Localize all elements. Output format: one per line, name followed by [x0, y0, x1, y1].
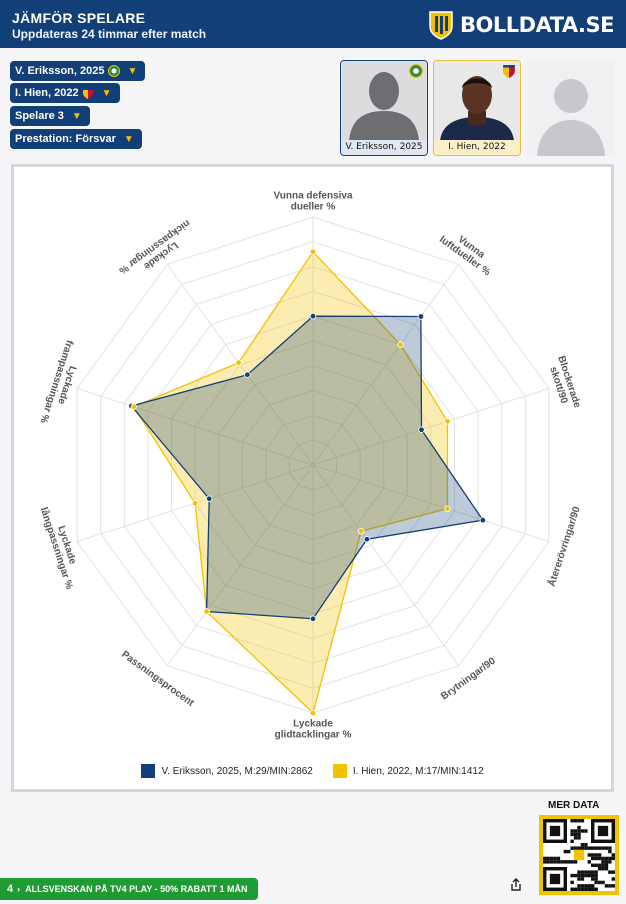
page-subtitle: Uppdateras 24 timmar efter match: [12, 27, 207, 41]
axis-label-line: Brytningar/90: [439, 655, 498, 702]
data-point: [309, 615, 317, 622]
data-point: [244, 371, 251, 378]
legend-label: V. Eriksson, 2025, M:29/MIN:2862: [161, 765, 313, 777]
tv4-ad-banner[interactable]: 4 › ALLSVENSKAN PÅ TV4 PLAY - 50% RABATT…: [0, 878, 258, 900]
legend-swatch: [141, 764, 156, 778]
club-badge-icon: [409, 64, 423, 78]
player2-card-label: I. Hien, 2022: [434, 140, 520, 155]
club-badge-icon: [107, 65, 120, 77]
player1-select[interactable]: V. Eriksson, 2025 ▼: [10, 61, 146, 81]
header: JÄMFÖR SPELARE Uppdateras 24 timmar efte…: [0, 0, 626, 48]
grid-spoke: [312, 464, 460, 666]
axis-label-line: glidtacklingar %: [275, 730, 352, 741]
grid-spoke: [76, 387, 314, 466]
player3-card-empty[interactable]: [527, 60, 615, 156]
axis-label: Vunna defensiva dueller %: [273, 191, 353, 213]
brand-logo[interactable]: BOLLDATA.SE: [428, 9, 614, 41]
club-badge-icon: [503, 65, 515, 78]
data-point: [130, 403, 137, 410]
chevron-right-icon: ›: [17, 884, 21, 894]
axis-label: Lyckadelångpassningar %: [38, 503, 85, 591]
data-point: [203, 608, 210, 615]
axis-label-line: Vunna defensiva: [273, 191, 353, 202]
chevron-down-icon: ▼: [123, 133, 134, 145]
avatar-placeholder-icon: [527, 60, 613, 156]
grid-spoke: [312, 264, 460, 466]
tv4-logo: 4: [7, 883, 14, 895]
data-point: [235, 359, 242, 366]
more-data-label: MER DATA: [548, 800, 600, 811]
page-title: JÄMFÖR SPELARE: [12, 10, 146, 26]
player3-select[interactable]: Spelare 3 ▼: [10, 106, 90, 126]
data-point: [206, 495, 213, 502]
chevron-down-icon: ▼: [127, 65, 138, 77]
data-point: [309, 312, 317, 320]
shield-logo-icon: [429, 11, 453, 40]
axis-label: Brytningar/90: [439, 655, 498, 702]
data-point: [363, 536, 371, 543]
axis-label-line: Lyckade: [293, 719, 333, 730]
brand-name: BOLLDATA.SE: [460, 13, 614, 37]
grid-spoke: [312, 387, 550, 466]
radar-chart: Vunna defensiva dueller % Vunnaluftdueller…: [38, 191, 583, 741]
radar-chart-panel: Vunna defensiva dueller % Vunnaluftdueller…: [11, 164, 614, 792]
player2-select-label: I. Hien, 2022: [15, 87, 79, 99]
player2-card[interactable]: I. Hien, 2022: [433, 60, 521, 156]
axis-label: Lyckadenickpassningar %: [117, 217, 199, 285]
axis-label: Lyckadeframpassningar %: [38, 339, 86, 428]
axis-label-line: dueller %: [291, 202, 336, 213]
player1-select-label: V. Eriksson, 2025: [15, 65, 105, 77]
data-point: [397, 341, 404, 348]
data-point: [357, 528, 365, 535]
grid-spoke: [312, 464, 550, 543]
data-point: [191, 500, 199, 507]
player-photo: [434, 61, 520, 141]
data-point: [417, 313, 425, 320]
legend-item-player1: V. Eriksson, 2025, M:29/MIN:2862: [141, 764, 313, 778]
data-point: [444, 505, 451, 512]
chevron-down-icon: ▼: [71, 110, 82, 122]
chevron-down-icon: ▼: [101, 87, 112, 99]
qr-code[interactable]: [539, 815, 619, 895]
data-point: [418, 426, 425, 433]
player1-card-label: V. Eriksson, 2025: [341, 140, 427, 155]
ad-text: ALLSVENSKAN PÅ TV4 PLAY - 50% RABATT 1 M…: [25, 884, 248, 894]
chart-legend: V. Eriksson, 2025, M:29/MIN:2862 I. Hien…: [14, 761, 611, 781]
club-badge-icon: [82, 88, 93, 99]
axis-label: Vunnaluftdueller %: [437, 225, 499, 278]
share-icon[interactable]: [509, 878, 523, 892]
data-point: [479, 516, 487, 524]
data-point: [309, 248, 317, 255]
data-point: [444, 418, 451, 425]
prestation-select-label: Prestation: Försvar: [15, 133, 116, 145]
axis-label: Lyckade glidtacklingar %: [275, 719, 352, 741]
legend-item-player2: I. Hien, 2022, M:17/MIN:1412: [332, 764, 484, 778]
legend-label: I. Hien, 2022, M:17/MIN:1412: [352, 765, 484, 777]
legend-swatch: [332, 764, 347, 778]
qr-code-image: [543, 819, 615, 891]
data-point: [309, 709, 317, 717]
axis-label: Återerövringar/90: [545, 504, 583, 588]
grid-spoke: [166, 464, 314, 666]
axis-label-line: Återerövringar/90: [545, 504, 583, 588]
axis-label-line: Passningsprocent: [119, 649, 196, 709]
axis-label: Blockeradeskott/90: [545, 355, 583, 413]
player1-card[interactable]: V. Eriksson, 2025: [340, 60, 428, 156]
prestation-select[interactable]: Prestation: Försvar ▼: [10, 129, 142, 149]
player3-select-label: Spelare 3: [15, 110, 64, 122]
axis-label: Passningsprocent: [119, 649, 196, 709]
player2-select[interactable]: I. Hien, 2022 ▼: [10, 83, 120, 103]
